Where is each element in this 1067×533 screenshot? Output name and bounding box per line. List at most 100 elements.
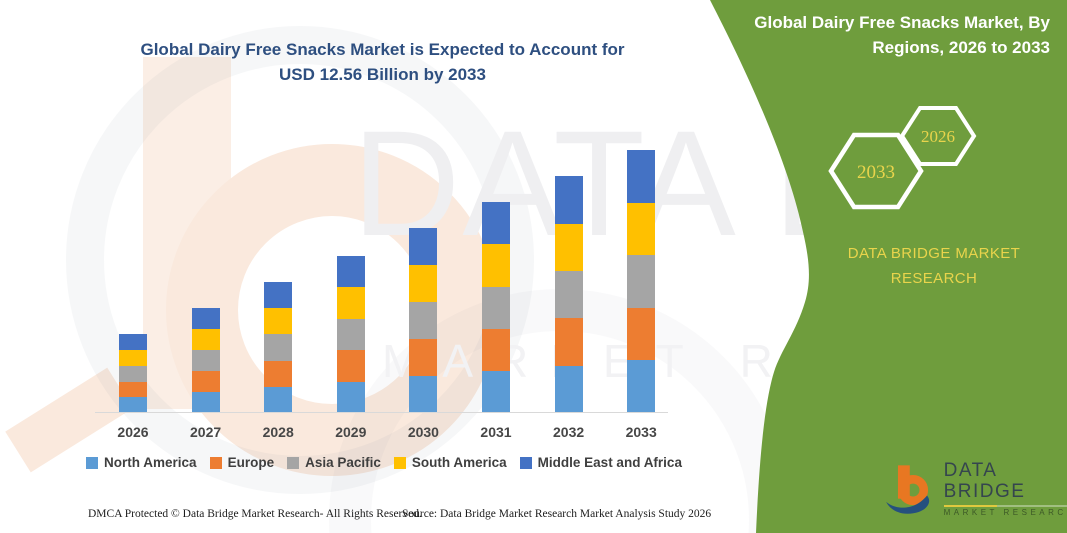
bar-segment-south-america — [482, 244, 510, 287]
bar-segment-south-america — [119, 350, 147, 366]
side-panel-brand-line2: RESEARCH — [890, 269, 978, 287]
stacked-bar-2027 — [191, 308, 220, 413]
x-axis-label-2033: 2033 — [625, 424, 657, 440]
hexagon-2033-label: 2033 — [857, 162, 895, 183]
stacked-bar-2026 — [119, 334, 147, 413]
x-axis-label-2029: 2029 — [335, 424, 367, 440]
watermark-swoosh-1 — [66, 26, 534, 494]
legend-swatch — [393, 456, 406, 469]
bar-segment-north-america — [409, 375, 438, 413]
bar-segment-middle-east-and-africa — [482, 202, 510, 245]
bar-segment-europe — [191, 371, 220, 393]
bar-segment-north-america — [336, 381, 365, 413]
x-axis-label-2028: 2028 — [262, 424, 294, 440]
bar-segment-north-america — [627, 360, 656, 413]
bar-segment-north-america — [554, 365, 583, 413]
data-bridge-logo-icon — [886, 465, 930, 514]
side-panel-title-line2: Regions, 2026 to 2033 — [872, 37, 1050, 57]
legend-item-europe: Europe — [209, 455, 275, 470]
bar-segment-middle-east-and-africa — [627, 150, 656, 203]
bar-segment-asia-pacific — [627, 255, 656, 308]
bar-segment-north-america — [264, 386, 293, 413]
bar-segment-south-america — [336, 287, 365, 319]
hexagon-2033 — [828, 132, 924, 210]
bar-segment-south-america — [191, 329, 220, 351]
x-axis-label-2027: 2027 — [190, 424, 222, 440]
bar-segment-europe — [119, 381, 147, 398]
legend-swatch — [209, 456, 222, 469]
legend-label: North America — [104, 455, 197, 470]
legend-item-middle-east-and-africa: Middle East and Africa — [519, 455, 682, 470]
chart-legend: North America Europe Asia Pacific South Ame… — [86, 455, 682, 470]
bar-segment-asia-pacific — [409, 301, 438, 339]
stacked-bar-2028 — [264, 282, 293, 413]
bar-segment-asia-pacific — [191, 350, 220, 372]
chart-title-line2: USD 12.56 Billion by 2033 — [279, 64, 486, 84]
bar-segment-europe — [336, 350, 365, 382]
company-logo: DATA BRIDGE MARKET RESEARCH — [884, 460, 1067, 517]
legend-label: Europe — [227, 455, 275, 470]
legend-swatch — [519, 456, 532, 469]
bar-segment-middle-east-and-africa — [264, 282, 293, 309]
legend-swatch — [287, 456, 300, 469]
legend-swatch — [86, 456, 99, 469]
watermark-b-tail — [5, 367, 133, 473]
side-panel-title-line1: Global Dairy Free Snacks Market, By — [754, 13, 1050, 32]
bar-segment-asia-pacific — [119, 365, 147, 382]
bar-segment-europe — [264, 360, 293, 387]
logo-divider — [943, 504, 1067, 507]
x-axis-label-2030: 2030 — [407, 424, 439, 440]
x-axis-label-2026: 2026 — [117, 424, 149, 440]
bar-segment-europe — [627, 307, 656, 361]
bar-segment-south-america — [409, 264, 438, 302]
bar-segment-asia-pacific — [482, 286, 510, 329]
footer-dmca-text: DMCA Protected © Data Bridge Market Rese… — [88, 508, 422, 520]
bar-segment-europe — [409, 338, 438, 376]
bar-segment-middle-east-and-africa — [119, 334, 147, 351]
logo-subtitle: MARKET RESEARCH — [943, 507, 1067, 517]
bar-segment-south-america — [554, 223, 583, 271]
bar-segment-asia-pacific — [264, 334, 293, 361]
bar-segment-europe — [482, 328, 510, 371]
legend-item-south-america: South America — [393, 455, 507, 470]
bar-segment-north-america — [482, 370, 510, 413]
stacked-bar-2031 — [482, 202, 510, 413]
bar-segment-north-america — [119, 397, 147, 413]
side-panel-brand-text: DATA BRIDGE MARKET RESEARCH — [822, 242, 1046, 292]
legend-item-asia-pacific: Asia Pacific — [287, 455, 381, 470]
bar-segment-middle-east-and-africa — [336, 255, 365, 288]
legend-label: Asia Pacific — [305, 455, 381, 470]
x-axis-label-2032: 2032 — [553, 424, 585, 440]
legend-label: South America — [411, 455, 507, 470]
bar-segment-asia-pacific — [336, 318, 365, 351]
logo-text-block: DATA BRIDGE MARKET RESEARCH — [943, 460, 1067, 517]
bar-segment-south-america — [627, 202, 656, 256]
bar-segment-middle-east-and-africa — [554, 176, 583, 224]
bar-segment-south-america — [264, 308, 293, 335]
chart-title: Global Dairy Free Snacks Market is Expec… — [110, 38, 655, 87]
chart-title-line1: Global Dairy Free Snacks Market is Expec… — [140, 40, 625, 59]
green-panel-shape — [710, 0, 1067, 533]
bar-segment-north-america — [191, 392, 220, 413]
bar-segment-europe — [554, 318, 583, 366]
bar-segment-middle-east-and-africa — [191, 308, 220, 330]
x-axis-label-2031: 2031 — [480, 424, 512, 440]
stacked-bar-2032 — [554, 176, 583, 413]
bar-segment-asia-pacific — [554, 270, 583, 319]
side-panel-title: Global Dairy Free Snacks Market, By Regi… — [730, 11, 1050, 60]
hexagon-2026-label: 2026 — [921, 127, 955, 146]
stacked-bar-2029 — [336, 255, 365, 413]
legend-item-north-america: North America — [86, 455, 197, 470]
hexagon-2026 — [899, 106, 977, 166]
footer-source-text: Source: Data Bridge Market Research Mark… — [402, 508, 712, 520]
bar-segment-middle-east-and-africa — [409, 227, 438, 265]
stacked-bar-2030 — [409, 227, 438, 413]
side-panel-brand-line1: DATA BRIDGE MARKET — [847, 245, 1021, 262]
legend-label: Middle East and Africa — [537, 455, 682, 470]
x-axis-line — [95, 412, 668, 413]
stacked-bar-2033 — [627, 150, 656, 413]
logo-name: DATA BRIDGE — [943, 460, 1026, 502]
bar-chart-plot-area: 2026 2027 2028 2029 2030 2031 2032 2033 — [117, 150, 657, 440]
